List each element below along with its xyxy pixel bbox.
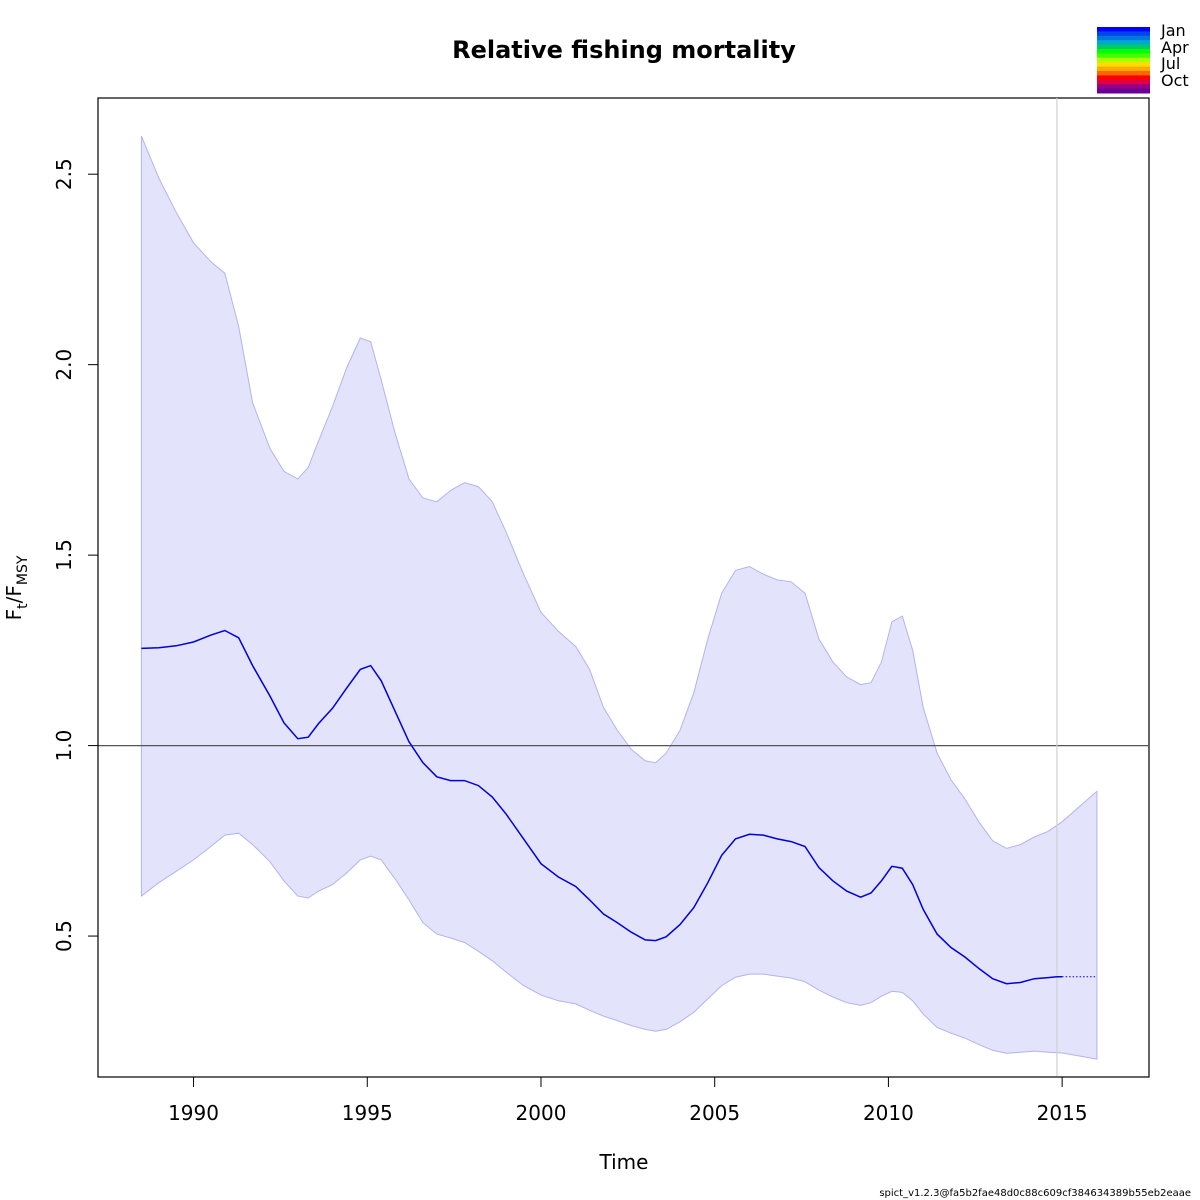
season-legend-swatch (1097, 35, 1150, 41)
y-tick-label: 2.0 (52, 349, 76, 381)
x-tick-label: 2010 (863, 1101, 914, 1125)
season-legend-swatch (1097, 88, 1150, 94)
confidence-band (140, 135, 1098, 1060)
y-axis-label-sub2: MSY (15, 555, 31, 585)
season-legend-swatch (1097, 57, 1150, 63)
y-axis-label-sub1: t (15, 603, 31, 609)
estimate-line (141, 629, 1063, 985)
season-legend-label: Jul (1160, 54, 1180, 73)
x-tick-label: 1995 (342, 1101, 393, 1125)
series-layer (98, 98, 1149, 1077)
footer-version-text: spict_v1.2.3@fa5b2fae48d0c88c609cf384634… (879, 1188, 1191, 1199)
x-tick-label: 2000 (516, 1101, 567, 1125)
y-tick-label: 2.5 (52, 158, 76, 190)
x-axis: 1990 1995 2000 2005 2010 2015 (168, 1076, 1088, 1125)
season-legend-swatch (1097, 84, 1150, 90)
chart-title: Relative fishing mortality (452, 36, 796, 64)
season-legend-label: Oct (1161, 71, 1189, 90)
season-legend-swatch (1097, 49, 1150, 54)
y-axis-label: Ft/FMSY (2, 555, 31, 620)
season-legend-swatch (1097, 27, 1150, 32)
x-tick-label: 2015 (1037, 1101, 1088, 1125)
y-axis: 0.5 1.0 1.5 2.0 2.5 (52, 158, 99, 952)
y-tick-label: 0.5 (52, 920, 76, 952)
confidence-band-layer (140, 135, 1098, 1060)
season-legend-swatch (1097, 44, 1150, 50)
x-tick-label: 2005 (689, 1101, 740, 1125)
season-legend-swatch (1097, 71, 1150, 76)
season-legend-label: Jan (1160, 21, 1186, 40)
y-tick-label: 1.5 (52, 539, 76, 571)
x-tick-label: 1990 (168, 1101, 219, 1125)
y-axis-label-slash: /F (2, 585, 26, 603)
season-legend-swatch (1097, 40, 1150, 46)
y-tick-label: 1.0 (52, 730, 76, 762)
season-legend-swatch (1097, 31, 1150, 37)
season-legend-swatch (1097, 79, 1150, 85)
season-legend-swatch (1097, 75, 1150, 81)
season-legend-label: Apr (1161, 38, 1189, 57)
season-legend-swatch (1097, 66, 1150, 72)
season-legend-swatch (1097, 53, 1150, 59)
x-axis-label: Time (599, 1150, 649, 1174)
season-legend-swatch (1097, 62, 1150, 68)
y-axis-label-main: F (2, 609, 26, 621)
